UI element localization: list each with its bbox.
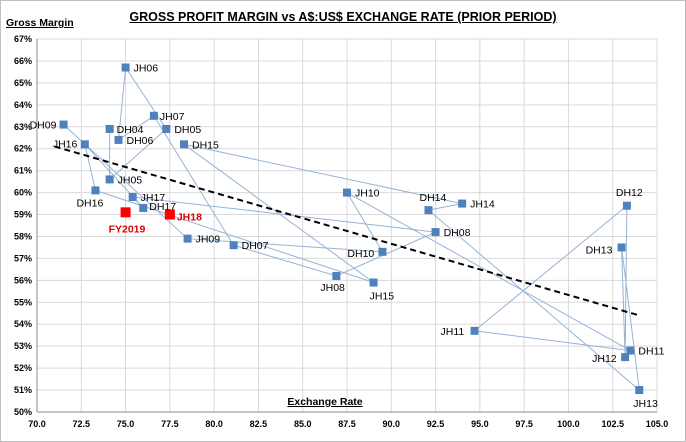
x-tick-label: 105.0 [646,419,669,429]
data-point-jh05 [105,175,114,184]
point-label-jh14: JH14 [470,199,495,211]
data-point-dh10 [378,247,387,256]
y-tick-label: 51% [14,385,32,395]
data-point-jh09 [183,234,192,243]
data-point-dh04 [105,124,114,133]
chart-title: GROSS PROFIT MARGIN vs A$:US$ EXCHANGE R… [129,10,557,24]
data-point-jh12 [621,353,630,362]
x-tick-label: 82.5 [250,419,268,429]
x-tick-label: 102.5 [601,419,624,429]
y-tick-label: 65% [14,78,32,88]
x-tick-label: 70.0 [28,419,46,429]
data-point-jh07 [149,111,158,120]
point-label-jh18: JH18 [177,212,202,224]
point-label-jh15: JH15 [370,291,395,303]
point-label-dh04: DH04 [117,124,144,136]
data-point-dh07 [229,241,238,250]
x-tick-label: 97.5 [515,419,533,429]
y-tick-label: 67% [14,34,32,44]
y-axis-label: Gross Margin [6,17,74,29]
point-label-dh09: DH09 [30,120,57,132]
data-point-dh12 [622,201,631,210]
x-tick-label: 72.5 [73,419,91,429]
x-tick-label: 85.0 [294,419,312,429]
x-tick-label: 87.5 [338,419,356,429]
data-point-dh16 [91,186,100,195]
data-point-jh16 [80,140,89,149]
y-tick-label: 66% [14,56,32,66]
x-tick-label: 90.0 [383,419,401,429]
x-axis-label: Exchange Rate [287,396,363,408]
x-tick-label: 77.5 [161,419,179,429]
point-label-dh08: DH08 [444,227,471,239]
point-label-dh11: DH11 [638,346,664,358]
x-tick-label: 80.0 [205,419,223,429]
point-label-dh15: DH15 [192,139,219,151]
point-label-dh06: DH06 [126,135,153,147]
x-tick-label: 95.0 [471,419,489,429]
y-tick-label: 58% [14,231,32,241]
y-tick-label: 62% [14,144,32,154]
point-label-jh16: JH16 [53,138,78,150]
data-point-jh10 [343,188,351,197]
trend-line [54,145,640,317]
x-tick-label: 75.0 [117,419,135,429]
point-label-jh10: JH10 [355,188,380,200]
point-label-jh13: JH13 [633,398,658,410]
data-point-dh06 [114,135,123,144]
point-label-jh17: JH17 [141,192,166,204]
point-label-dh17: DH17 [149,201,176,213]
point-label-dh05: DH05 [174,124,201,136]
point-label-dh16: DH16 [76,197,103,209]
x-tick-label: 100.0 [557,419,580,429]
y-tick-label: 56% [14,275,32,285]
data-point-jh08 [332,271,341,280]
point-label-jh05: JH05 [118,174,143,186]
data-point-fy2019 [120,207,131,218]
point-label-jh08: JH08 [320,282,345,294]
x-tick-label: 92.5 [427,419,445,429]
y-tick-label: 54% [14,319,32,329]
data-point-dh17 [139,203,148,212]
point-label-dh13: DH13 [586,244,613,256]
y-tick-label: 50% [14,407,32,417]
y-tick-label: 63% [14,122,32,132]
point-label-jh07: JH07 [160,111,185,123]
data-point-dh11 [626,346,635,355]
point-label-jh12: JH12 [592,353,617,365]
data-point-jh17 [128,192,137,201]
y-tick-label: 64% [14,100,32,110]
data-point-jh15 [369,278,378,287]
y-tick-label: 53% [14,341,32,351]
point-label-dh12: DH12 [616,187,643,199]
point-label-jh09: JH09 [196,234,221,246]
data-point-jh11 [470,326,479,335]
y-tick-label: 57% [14,253,32,263]
data-point-jh14 [458,199,467,208]
data-point-dh15 [180,140,189,149]
point-label-fy2019: FY2019 [109,223,146,235]
data-point-jh13 [635,386,644,395]
point-label-jh06: JH06 [134,63,159,75]
data-point-jh18 [164,209,175,220]
data-point-dh14 [424,206,433,215]
data-point-jh06 [121,63,130,72]
point-label-jh11: JH11 [441,326,465,338]
data-point-dh13 [617,243,626,252]
y-tick-label: 59% [14,210,32,220]
point-label-dh07: DH07 [242,240,269,252]
y-tick-label: 52% [14,363,32,373]
data-point-dh05 [162,124,171,133]
point-label-dh14: DH14 [419,192,446,204]
y-tick-label: 61% [14,166,32,176]
point-label-dh10: DH10 [347,248,374,260]
data-point-dh09 [59,120,68,129]
data-point-dh08 [431,228,440,237]
y-tick-label: 60% [14,188,32,198]
y-tick-label: 55% [14,297,32,307]
